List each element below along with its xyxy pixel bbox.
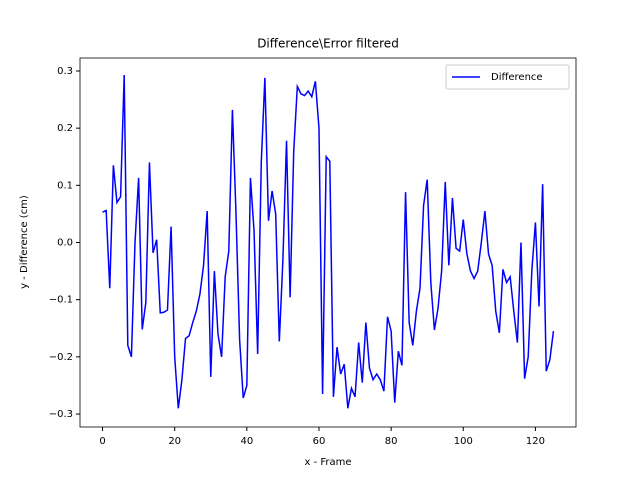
legend-label: Difference bbox=[491, 72, 543, 83]
x-tick-label: 40 bbox=[240, 436, 253, 447]
y-tick-label: −0.2 bbox=[49, 352, 73, 363]
chart-title: Difference\Error filtered bbox=[257, 37, 399, 51]
x-tick-label: 60 bbox=[313, 436, 326, 447]
y-tick-label: 0.3 bbox=[57, 66, 73, 77]
x-tick-label: 120 bbox=[526, 436, 545, 447]
axes-frame bbox=[79, 57, 577, 428]
y-tick-label: −0.1 bbox=[49, 295, 73, 306]
x-tick-label: 0 bbox=[99, 436, 105, 447]
x-tick-label: 100 bbox=[454, 436, 473, 447]
y-axis-label: y - Difference (cm) bbox=[19, 195, 30, 289]
y-tick-label: 0.2 bbox=[57, 123, 73, 134]
y-tick-label: −0.3 bbox=[49, 409, 73, 420]
x-tick-label: 80 bbox=[385, 436, 398, 447]
data-line bbox=[102, 74, 555, 409]
x-tick-label: 20 bbox=[168, 436, 181, 447]
x-axis-label: x - Frame bbox=[304, 457, 351, 468]
y-tick-label: 0.0 bbox=[57, 238, 73, 249]
legend-box bbox=[445, 64, 570, 90]
y-tick-label: 0.1 bbox=[57, 180, 73, 191]
